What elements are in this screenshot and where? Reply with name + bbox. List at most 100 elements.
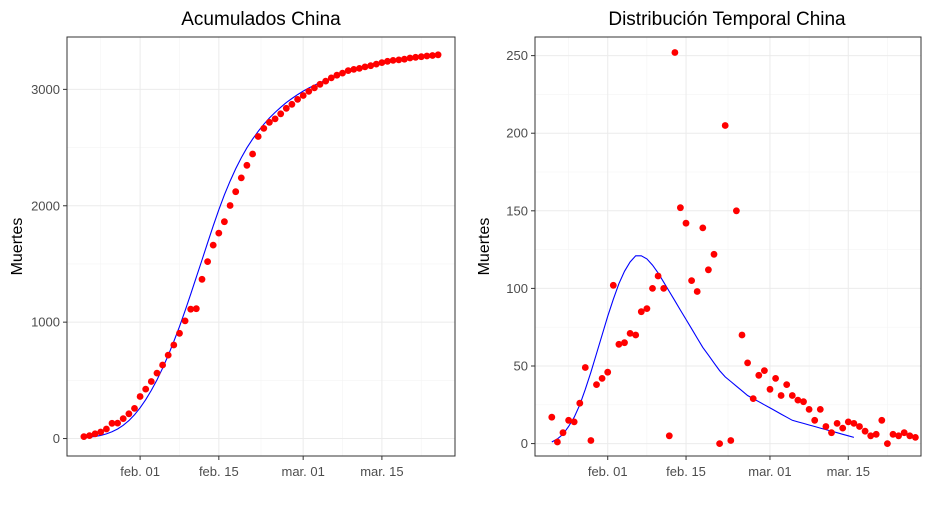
data-point [361, 63, 369, 71]
data-point [565, 416, 572, 424]
data-point [232, 188, 240, 196]
data-point [316, 80, 324, 88]
data-point [593, 381, 600, 388]
x-tick-label: feb. 01 [120, 464, 160, 479]
x-tick-label: feb. 15 [666, 464, 706, 479]
data-point [604, 368, 612, 376]
data-point [738, 331, 746, 339]
y-tick-label: 50 [514, 358, 528, 373]
y-tick-label: 200 [506, 126, 528, 141]
data-point [333, 71, 341, 79]
data-point [170, 341, 178, 349]
data-point [372, 60, 380, 68]
data-point [844, 418, 852, 426]
data-point [548, 413, 556, 421]
data-point [682, 219, 690, 227]
data-point [570, 418, 578, 426]
x-tick-label: mar. 01 [748, 464, 791, 479]
data-point [237, 174, 245, 182]
data-point [395, 56, 403, 64]
data-point [327, 74, 335, 82]
data-point [226, 202, 234, 209]
data-point [114, 419, 121, 427]
data-point [705, 266, 712, 274]
data-point [153, 369, 161, 377]
data-point [417, 53, 425, 61]
data-point [406, 54, 414, 62]
data-point [176, 329, 183, 337]
plot-border [66, 36, 456, 457]
data-point [811, 416, 819, 424]
data-point [755, 371, 763, 379]
data-point [649, 285, 656, 292]
data-point [615, 340, 623, 348]
data-point [581, 364, 589, 371]
data-point [339, 69, 346, 77]
data-point [693, 288, 701, 295]
data-point [401, 55, 408, 63]
data-point [643, 305, 651, 312]
data-point [429, 52, 436, 59]
data-point [665, 432, 673, 440]
plot-border [534, 36, 922, 457]
data-point [198, 275, 206, 283]
data-point [721, 122, 729, 129]
data-point [305, 88, 313, 95]
data-point [187, 305, 195, 313]
data-point [654, 272, 662, 280]
data-point [423, 52, 431, 60]
data-point [783, 381, 791, 388]
data-point [311, 84, 318, 92]
data-point [710, 250, 718, 258]
data-point [895, 432, 902, 440]
data-point [856, 423, 863, 430]
data-point [554, 438, 561, 446]
data-point [839, 424, 847, 432]
chart-panel-2: feb. 01 feb. 15 mar. 01 mar. 15 0 50 100 150 200… [476, 9, 922, 479]
chart-title: Acumulados China [181, 9, 341, 30]
data-point [344, 67, 352, 74]
data-point [119, 415, 127, 422]
y-axis-label: Muertes [476, 218, 493, 276]
y-tick-label: 0 [521, 436, 528, 451]
data-point [777, 392, 785, 399]
data-point [800, 398, 807, 406]
data-point [260, 124, 268, 132]
data-point [872, 430, 880, 438]
data-point [805, 406, 813, 413]
data-point [660, 285, 668, 292]
data-point [671, 49, 679, 56]
data-point [389, 57, 397, 64]
data-point [850, 420, 858, 427]
data-point [878, 416, 886, 424]
data-point [159, 361, 167, 369]
data-point [576, 399, 584, 407]
data-point [215, 229, 223, 237]
data-point [761, 367, 768, 374]
data-point [637, 308, 645, 316]
data-point [91, 430, 99, 438]
data-point [889, 430, 897, 438]
data-point [288, 100, 296, 108]
data-point [822, 423, 830, 430]
x-tick-label: mar. 15 [827, 464, 870, 479]
data-point [164, 351, 172, 359]
data-point [434, 51, 442, 59]
data-point [204, 258, 212, 265]
data-point [733, 207, 740, 215]
data-point [900, 429, 908, 437]
chart-title: Distribución Temporal China [608, 9, 846, 30]
data-point [744, 359, 751, 367]
data-point [587, 437, 595, 444]
data-point [249, 150, 256, 158]
data-point [147, 378, 155, 385]
data-point [125, 410, 133, 418]
data-point [794, 396, 802, 404]
data-point [142, 385, 150, 393]
data-point [677, 204, 684, 212]
data-point [243, 161, 251, 169]
data-point [294, 96, 301, 103]
data-point [181, 317, 189, 325]
data-point [103, 425, 110, 433]
